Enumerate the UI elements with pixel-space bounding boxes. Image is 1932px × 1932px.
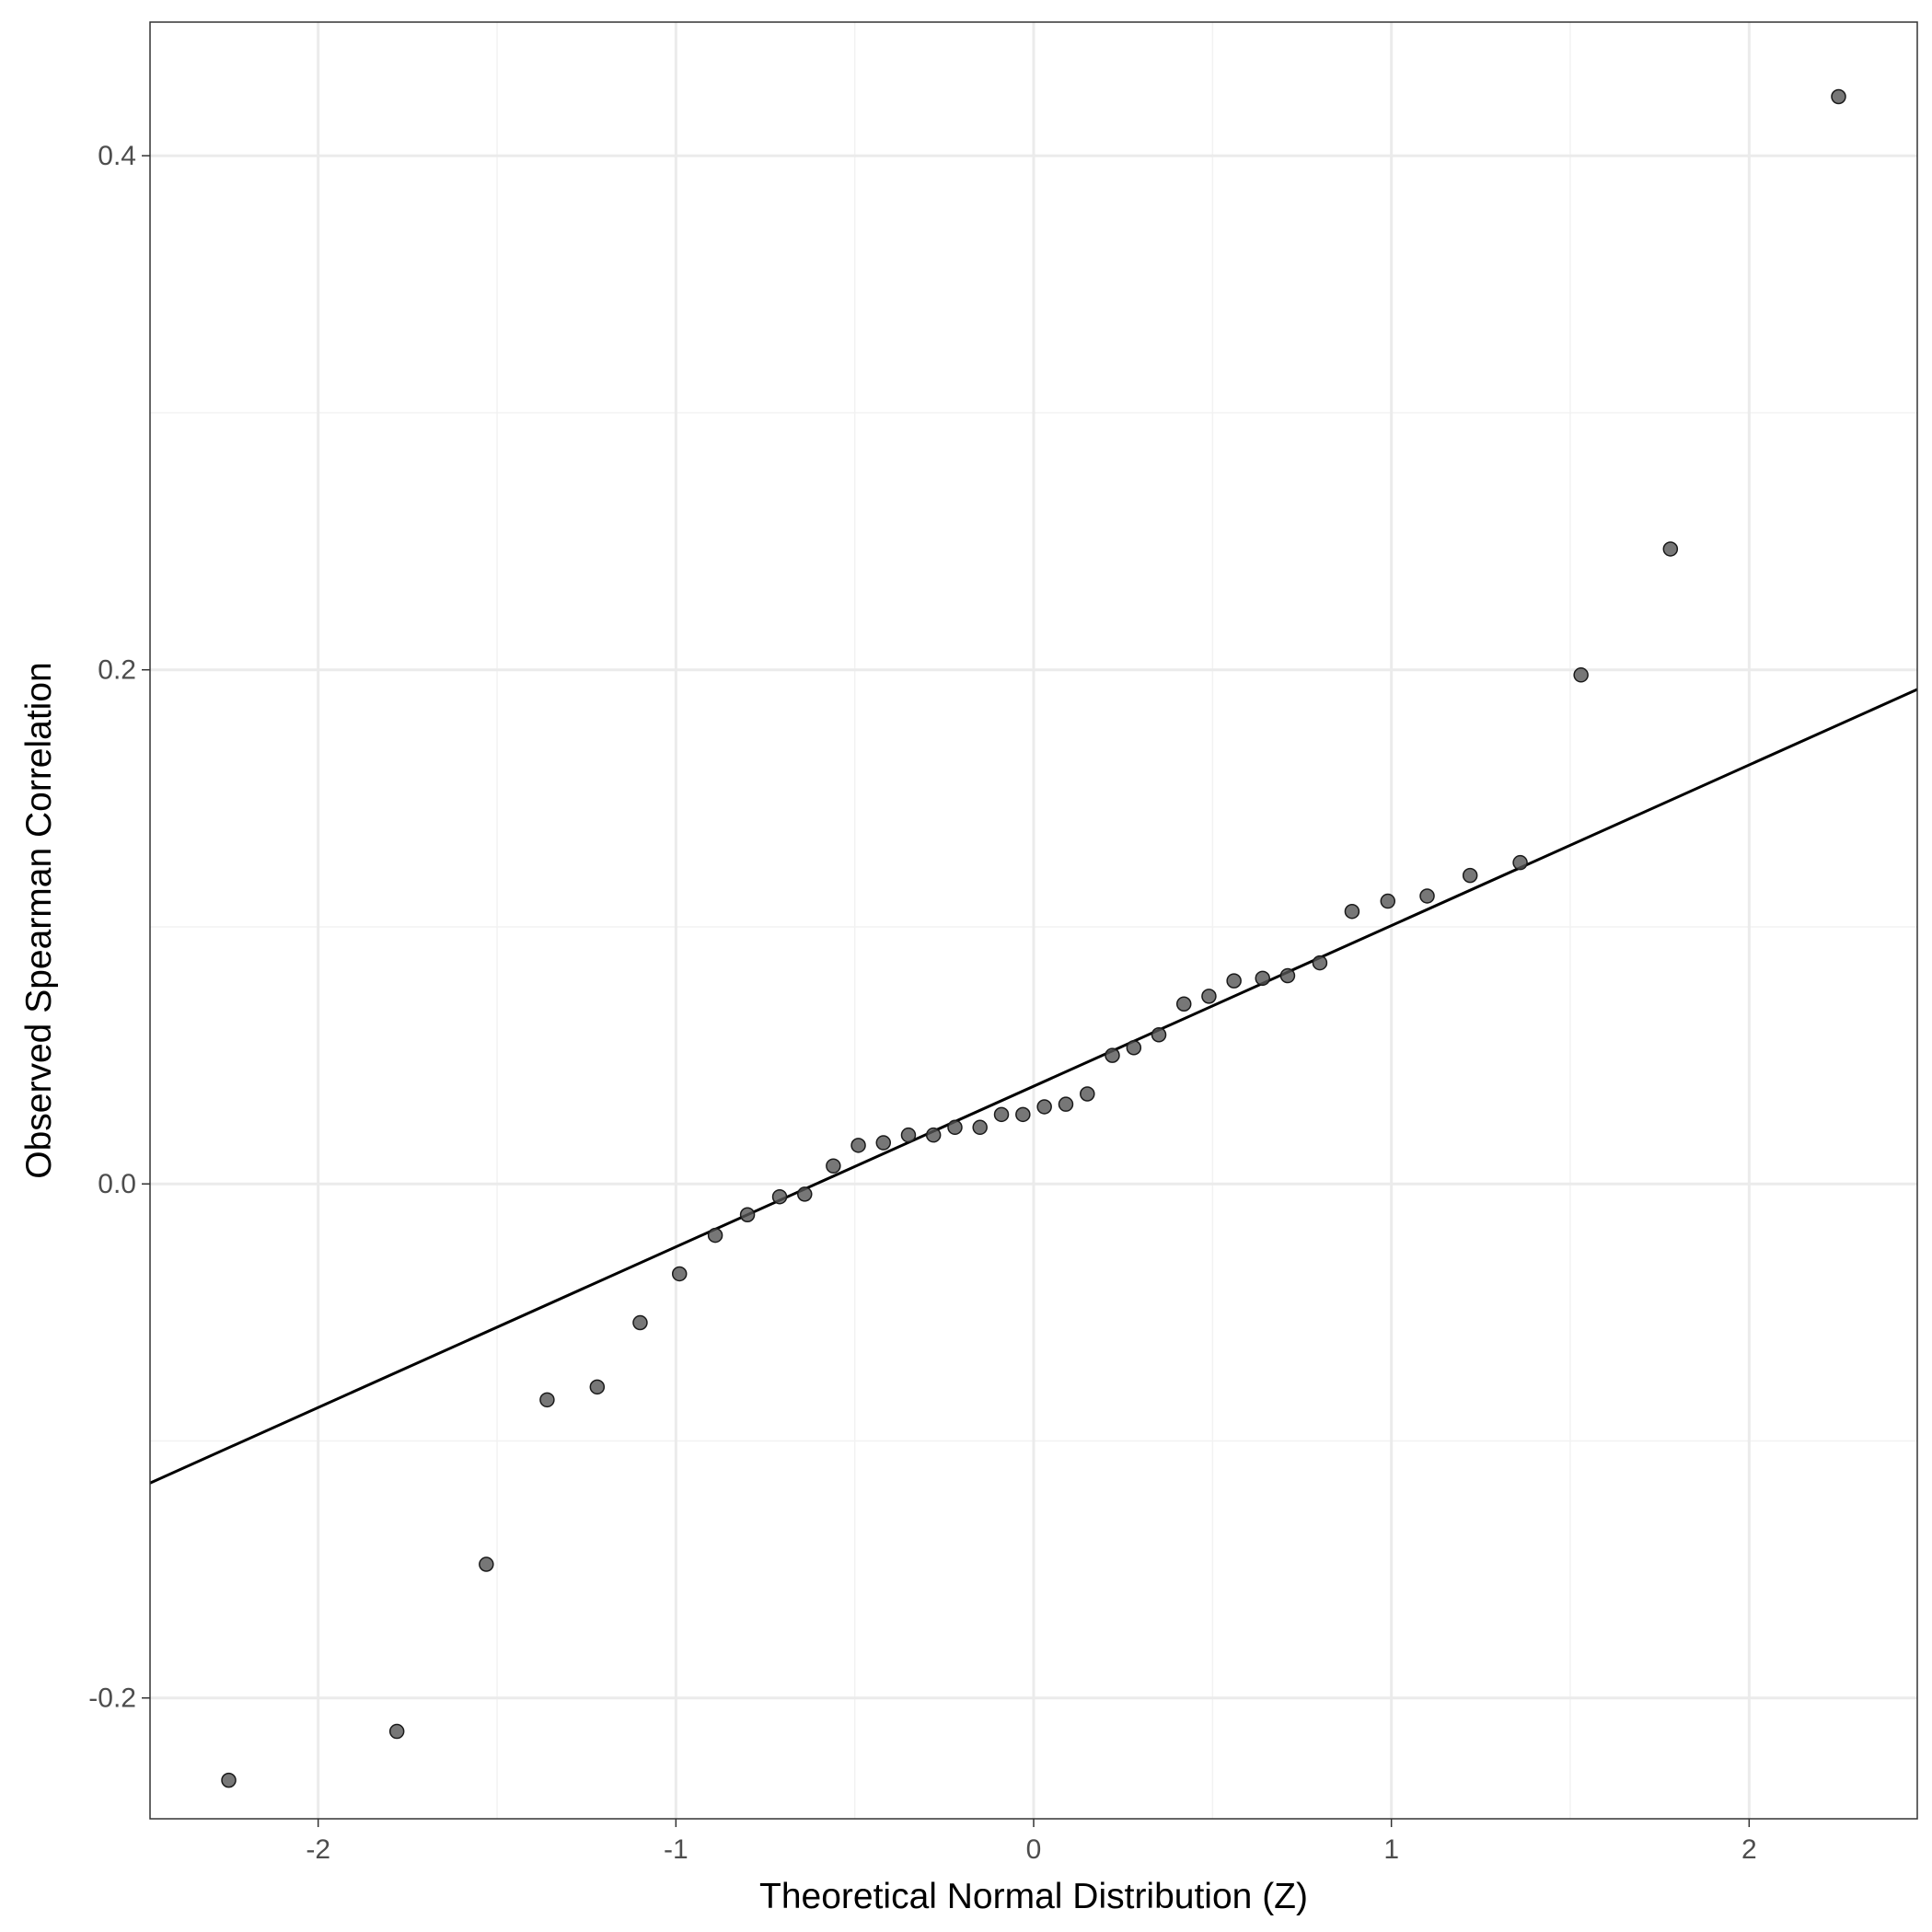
data-point [221, 1772, 237, 1788]
data-point [1662, 541, 1679, 557]
data-point [479, 1556, 494, 1572]
y-tick-label: 0.0 [98, 1169, 136, 1199]
data-point [925, 1127, 942, 1143]
data-point [539, 1392, 555, 1408]
data-point [1380, 893, 1396, 909]
data-point [1105, 1047, 1120, 1063]
x-axis-title: Theoretical Normal Distribution (Z) [759, 1877, 1308, 1916]
data-point [771, 1188, 788, 1205]
y-tick-label: 0.4 [98, 141, 136, 171]
data-point [1279, 967, 1296, 984]
data-point [1036, 1099, 1052, 1115]
x-tick-label: 2 [1741, 1834, 1757, 1865]
data-point [1512, 854, 1528, 871]
data-point [1015, 1106, 1031, 1123]
reference-line [149, 688, 1918, 1485]
data-point [1058, 1096, 1074, 1112]
data-point [707, 1227, 723, 1244]
data-point [947, 1119, 963, 1136]
data-point [875, 1135, 892, 1151]
x-tick-label: 1 [1383, 1834, 1399, 1865]
data-point [1255, 970, 1270, 987]
y-tick-label: -0.2 [88, 1683, 136, 1714]
x-tick-label: -2 [306, 1834, 330, 1865]
data-point [850, 1138, 866, 1153]
data-point [671, 1266, 688, 1282]
data-point [1151, 1027, 1167, 1043]
x-tick-label: 0 [1026, 1834, 1042, 1865]
data-point [739, 1207, 756, 1222]
data-point [1175, 996, 1192, 1012]
data-point [826, 1158, 841, 1174]
data-point [993, 1106, 1010, 1123]
x-tick-label: -1 [664, 1834, 688, 1865]
data-point [1312, 954, 1328, 971]
data-point [388, 1723, 405, 1740]
data-point [1831, 88, 1846, 105]
data-point [1201, 989, 1217, 1004]
data-point [1080, 1086, 1095, 1102]
x-axis-ticks: -2 -1 0 1 2 [306, 1819, 1757, 1865]
data-point [1419, 888, 1435, 904]
data-point [972, 1119, 988, 1136]
major-gridlines [150, 22, 1917, 1819]
data-point [1462, 867, 1478, 884]
data-point [589, 1379, 606, 1395]
data-point [797, 1186, 813, 1202]
data-point [1126, 1039, 1142, 1056]
y-tick-label: 0.2 [98, 655, 136, 686]
data-point [1226, 973, 1242, 989]
y-axis-title: Observed Spearman Correlation [19, 662, 59, 1178]
data-point [900, 1127, 917, 1143]
reference-line-layer [149, 688, 1918, 1485]
data-point [1573, 667, 1589, 683]
data-point [632, 1314, 648, 1331]
y-axis-ticks: -0.2 0.0 0.2 0.4 [88, 141, 150, 1714]
points-layer [221, 88, 1846, 1788]
data-point [1344, 903, 1360, 920]
